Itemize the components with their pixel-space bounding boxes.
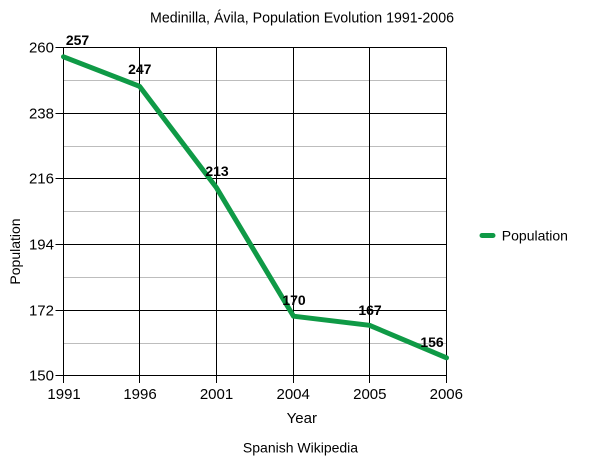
svg-text:Spanish Wikipedia: Spanish Wikipedia bbox=[243, 440, 358, 456]
svg-text:2005: 2005 bbox=[353, 386, 386, 403]
svg-text:257: 257 bbox=[66, 32, 90, 48]
svg-text:216: 216 bbox=[29, 170, 54, 187]
svg-text:238: 238 bbox=[29, 105, 54, 122]
svg-text:Medinilla, Ávila, Population E: Medinilla, Ávila, Population Evolution 1… bbox=[150, 10, 454, 27]
svg-text:194: 194 bbox=[29, 236, 54, 253]
svg-text:1991: 1991 bbox=[47, 386, 80, 403]
svg-text:167: 167 bbox=[358, 302, 382, 318]
svg-text:2006: 2006 bbox=[430, 386, 463, 403]
svg-text:Population: Population bbox=[7, 218, 23, 284]
svg-text:213: 213 bbox=[205, 163, 229, 179]
svg-text:Year: Year bbox=[287, 410, 317, 427]
svg-text:172: 172 bbox=[29, 302, 54, 319]
svg-text:156: 156 bbox=[420, 334, 444, 350]
svg-text:260: 260 bbox=[29, 39, 54, 56]
svg-text:2001: 2001 bbox=[200, 386, 233, 403]
svg-text:Population: Population bbox=[502, 227, 568, 243]
svg-text:150: 150 bbox=[29, 367, 54, 384]
svg-text:1996: 1996 bbox=[123, 386, 156, 403]
svg-text:170: 170 bbox=[282, 292, 306, 308]
svg-text:247: 247 bbox=[128, 61, 152, 77]
svg-text:2004: 2004 bbox=[277, 386, 310, 403]
